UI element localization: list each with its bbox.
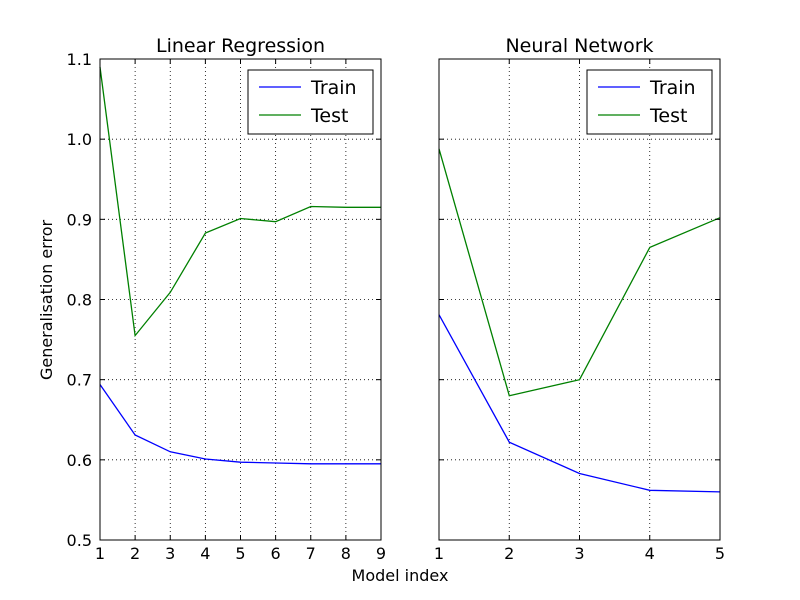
y-tick-label: 0.8 [67,291,92,310]
legend-box [586,69,713,135]
legend: Train Test [247,69,374,135]
panel-title: Neural Network [505,35,653,57]
x-tick-label: 3 [574,544,584,563]
legend-box [247,69,374,135]
series-line-test [438,148,721,397]
x-tick-label: 1 [434,544,444,563]
x-tick-label: 7 [306,544,316,563]
panel-2: 1 2 3 4 5 Neural Network Train Test [434,35,725,563]
x-tick-label: 9 [376,544,386,563]
panels: 1 2 3 4 5 6 7 8 9 0.5 0.6 0.7 0.8 0.9 1.0 1.1 Linear Reg… [67,35,726,563]
y-tick-label: 1.1 [67,50,92,69]
x-tick-label: 5 [715,544,725,563]
y-tick-label: 0.5 [67,531,92,550]
y-tick-label: 1.0 [67,130,92,149]
x-tick-label: 5 [235,544,245,563]
x-axis-title: Model index [352,566,449,585]
x-tick-label: 2 [504,544,514,563]
y-axis-title: Generalisation error [37,220,56,381]
y-tick-label: 0.9 [67,210,92,229]
x-tick-label: 4 [200,544,210,563]
legend-label-test: Test [310,105,348,127]
y-tick-label: 0.6 [67,451,92,470]
series-line-test [99,66,381,338]
panel-title: Linear Regression [156,35,325,57]
x-tick-label: 1 [95,544,105,563]
legend-label-test: Test [649,105,687,127]
x-tick-label: 3 [165,544,175,563]
x-tick-label: 8 [341,544,351,563]
series-line-train [438,314,721,493]
panel-1: 1 2 3 4 5 6 7 8 9 0.5 0.6 0.7 0.8 0.9 1.0 1.1 Linear Reg… [67,35,387,563]
y-tick-label: 0.7 [67,371,92,390]
x-tick-label: 2 [130,544,140,563]
legend-label-train: Train [649,77,696,99]
series-line-train [99,384,381,465]
x-tick-label: 6 [271,544,281,563]
legend-label-train: Train [310,77,357,99]
legend: Train Test [586,69,713,135]
x-tick-label: 4 [645,544,655,563]
